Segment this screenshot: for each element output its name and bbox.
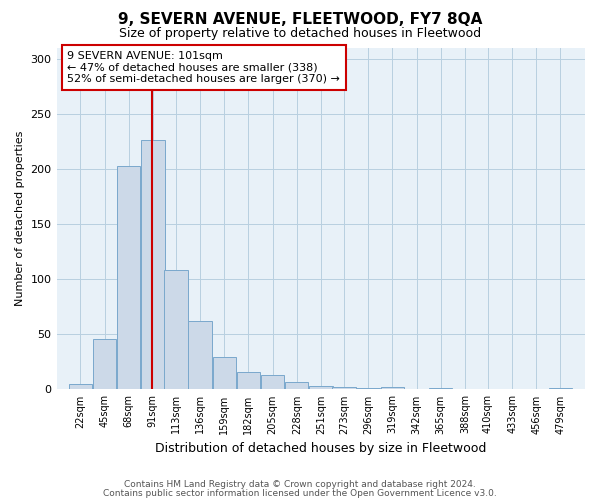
- Bar: [356, 388, 380, 390]
- X-axis label: Distribution of detached houses by size in Fleetwood: Distribution of detached houses by size …: [155, 442, 487, 455]
- Bar: [141, 140, 164, 390]
- Text: 9, SEVERN AVENUE, FLEETWOOD, FY7 8QA: 9, SEVERN AVENUE, FLEETWOOD, FY7 8QA: [118, 12, 482, 28]
- Text: Contains HM Land Registry data © Crown copyright and database right 2024.: Contains HM Land Registry data © Crown c…: [124, 480, 476, 489]
- Y-axis label: Number of detached properties: Number of detached properties: [15, 131, 25, 306]
- Bar: [285, 382, 308, 390]
- Bar: [164, 270, 188, 390]
- Text: Contains public sector information licensed under the Open Government Licence v3: Contains public sector information licen…: [103, 488, 497, 498]
- Bar: [380, 387, 404, 390]
- Text: 9 SEVERN AVENUE: 101sqm
← 47% of detached houses are smaller (338)
52% of semi-d: 9 SEVERN AVENUE: 101sqm ← 47% of detache…: [67, 51, 340, 84]
- Bar: [261, 375, 284, 390]
- Bar: [117, 166, 140, 390]
- Bar: [68, 384, 92, 390]
- Bar: [332, 387, 356, 390]
- Bar: [188, 321, 212, 390]
- Bar: [309, 386, 332, 390]
- Bar: [429, 388, 452, 390]
- Text: Size of property relative to detached houses in Fleetwood: Size of property relative to detached ho…: [119, 28, 481, 40]
- Bar: [237, 372, 260, 390]
- Bar: [212, 358, 236, 390]
- Bar: [93, 338, 116, 390]
- Bar: [549, 388, 572, 390]
